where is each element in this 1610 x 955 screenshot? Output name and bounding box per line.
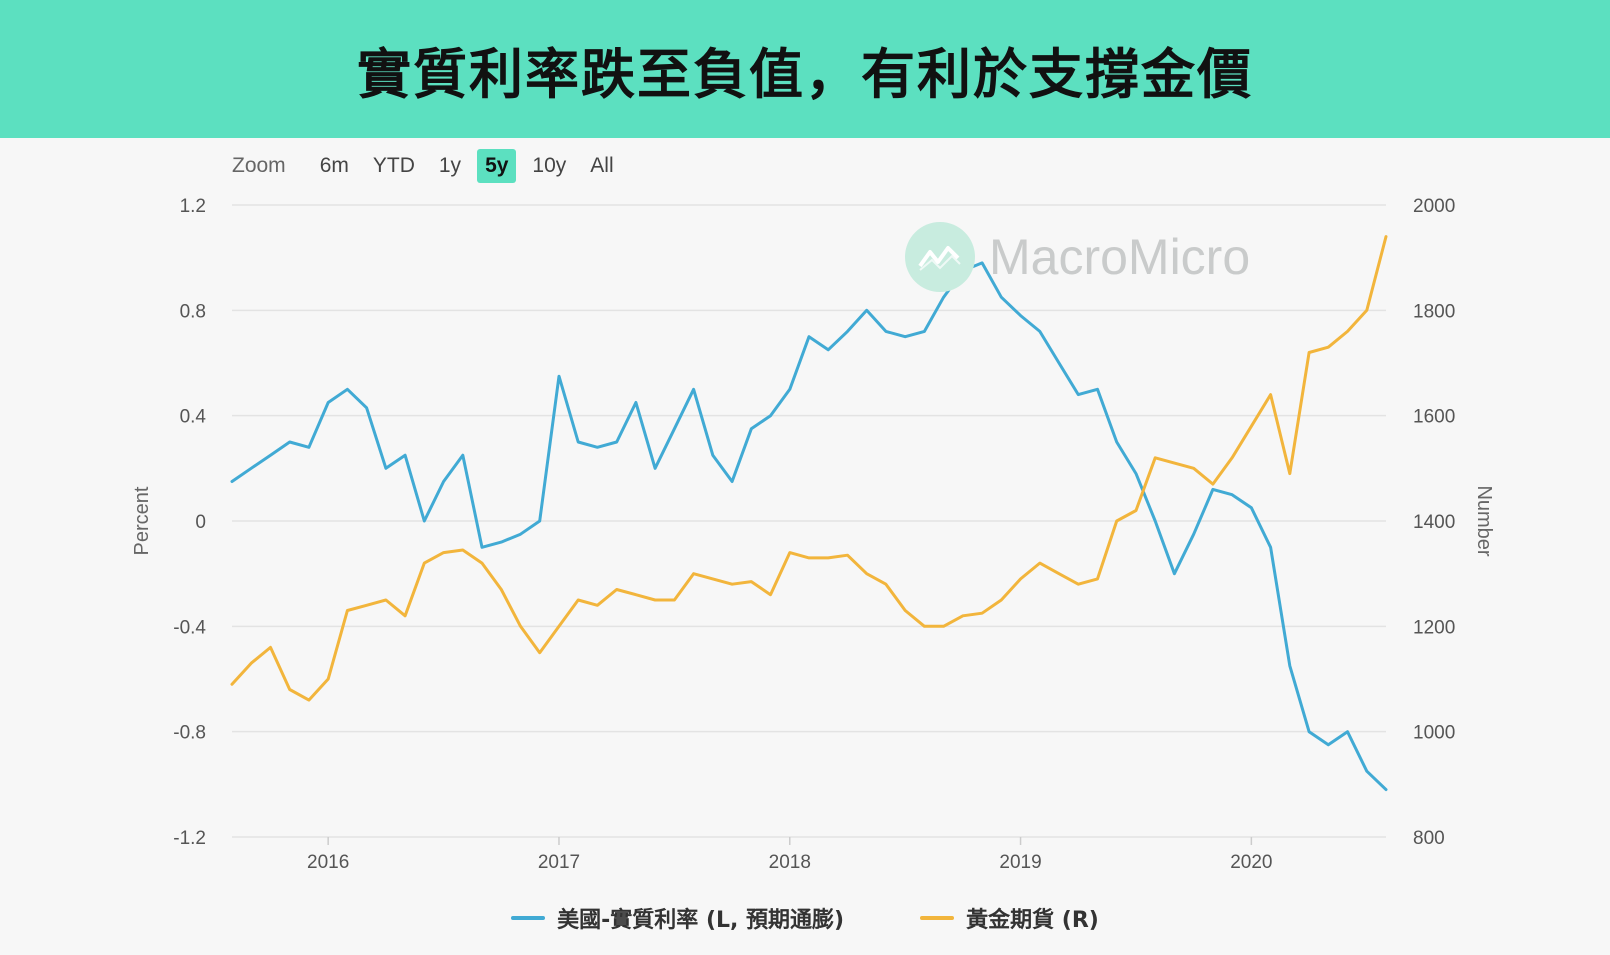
y-right-axis-title: Number — [1473, 485, 1495, 556]
header-banner: 實質利率跌至負值，有利於支撐金價 — [0, 0, 1610, 138]
y-right-tick-label: 1400 — [1413, 512, 1455, 533]
y-left-tick-label: 0.4 — [180, 407, 207, 428]
series-line-real-rate — [230, 261, 1388, 792]
x-tick-label: 2020 — [1230, 852, 1272, 873]
legend-swatch-gold — [920, 916, 955, 920]
legend-label-real-rate: 美國-實質利率 (L, 預期通膨) — [557, 908, 845, 933]
y-left-tick-label: 1.2 — [180, 196, 206, 217]
y-left-axis-title: Percent — [131, 486, 153, 555]
chart-legend: 美國-實質利率 (L, 預期通膨) 黃金期貨 (R) — [0, 902, 1610, 934]
y-right-tick-label: 1000 — [1413, 723, 1455, 744]
zoom-all-button[interactable]: All — [590, 154, 614, 177]
watermark-text: MacroMicro — [989, 229, 1251, 285]
zoom-1y-button[interactable]: 1y — [438, 154, 462, 177]
chart-area — [0, 138, 1610, 955]
zoom-controls: Zoom 6m YTD 1y 5y 10y All — [232, 146, 630, 186]
y-right-tick-label: 1200 — [1413, 617, 1455, 638]
zoom-ytd-button[interactable]: YTD — [372, 154, 415, 177]
series-line-gold — [230, 235, 1388, 702]
chart-logo-icon — [905, 222, 975, 292]
y-left-tick-label: -1.2 — [173, 828, 206, 849]
legend-label-gold: 黃金期貨 (R) — [966, 908, 1099, 933]
y-left-tick-label: 0 — [195, 512, 206, 533]
zoom-6m-button[interactable]: 6m — [319, 154, 349, 177]
legend-swatch-real-rate — [511, 916, 546, 920]
watermark: MacroMicro — [905, 222, 1250, 292]
zoom-10y-button[interactable]: 10y — [532, 154, 567, 177]
y-left-tick-label: -0.4 — [173, 617, 206, 638]
y-right-tick-label: 2000 — [1413, 196, 1455, 217]
page-title: 實質利率跌至負值，有利於支撐金價 — [357, 42, 1253, 106]
y-right-tick-label: 1600 — [1413, 407, 1455, 428]
zoom-5y-button[interactable]: 5y — [477, 149, 517, 183]
x-tick-label: 2017 — [538, 852, 580, 873]
x-tick-label: 2019 — [999, 852, 1041, 873]
series-layer — [230, 235, 1388, 792]
legend-item-gold[interactable]: 黃金期貨 (R) — [920, 902, 1099, 934]
y-left-tick-label: 0.8 — [180, 301, 206, 322]
axis-labels: 1.2 0.8 0.4 0 -0.4 -0.8 -1.2 2000 1800 1600 1400 12… — [131, 196, 1495, 873]
y-right-tick-label: 800 — [1413, 828, 1445, 849]
x-tick-label: 2016 — [307, 852, 349, 873]
legend-item-real-rate[interactable]: 美國-實質利率 (L, 預期通膨) — [511, 902, 844, 934]
zoom-label: Zoom — [232, 154, 286, 177]
grid-lines — [232, 204, 1386, 845]
y-left-tick-label: -0.8 — [173, 723, 206, 744]
y-right-tick-label: 1800 — [1413, 301, 1455, 322]
x-tick-label: 2018 — [769, 852, 811, 873]
